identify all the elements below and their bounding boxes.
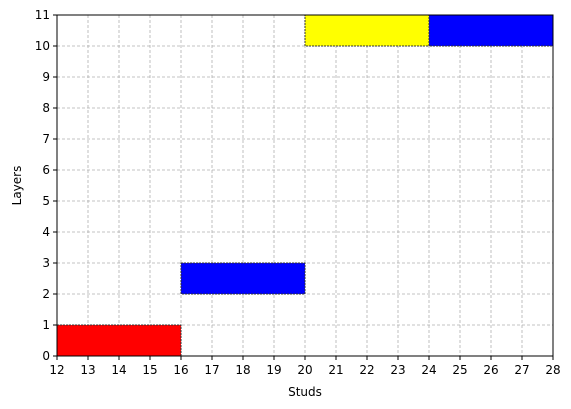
- x-axis-label: Studs: [288, 385, 322, 399]
- x-tick-label: 28: [545, 363, 560, 377]
- y-tick-label: 0: [42, 349, 50, 363]
- brick-bar: [304, 14, 430, 47]
- x-tick-label: 26: [483, 363, 498, 377]
- x-tick-label: 25: [452, 363, 467, 377]
- y-tick-label: 7: [42, 132, 50, 146]
- x-tick-label: 27: [514, 363, 529, 377]
- x-tick-label: 19: [266, 363, 281, 377]
- x-tick-label: 12: [49, 363, 64, 377]
- x-tick-label: 24: [421, 363, 436, 377]
- x-tick-label: 23: [390, 363, 405, 377]
- x-tick-label: 14: [111, 363, 126, 377]
- x-tick-label: 21: [328, 363, 343, 377]
- x-tick-label: 22: [359, 363, 374, 377]
- y-tick-label: 1: [42, 318, 50, 332]
- x-tick-label: 16: [173, 363, 188, 377]
- x-tick-label: 20: [297, 363, 312, 377]
- y-tick-label: 9: [42, 70, 50, 84]
- y-axis-label: Layers: [10, 166, 24, 206]
- x-tick-label: 18: [235, 363, 250, 377]
- x-tick-label: 17: [204, 363, 219, 377]
- y-tick-label: 6: [42, 163, 50, 177]
- brick-bar: [180, 262, 306, 295]
- brick-bar: [56, 324, 182, 357]
- y-tick-label: 8: [42, 101, 50, 115]
- y-tick-label: 3: [42, 256, 50, 270]
- y-tick-label: 5: [42, 194, 50, 208]
- x-tick-label: 15: [142, 363, 157, 377]
- brick-bar: [428, 14, 554, 47]
- bricks-layer: [56, 14, 554, 357]
- ticks-layer: 12 13 14 15 16 17 18 19 20 21 22 23 24 25 26 27 28012345…: [35, 8, 561, 377]
- y-tick-label: 11: [35, 8, 50, 22]
- grid-layer: [56, 14, 554, 357]
- y-tick-label: 4: [42, 225, 50, 239]
- y-tick-label: 10: [35, 39, 50, 53]
- x-tick-label: 13: [80, 363, 95, 377]
- y-tick-label: 2: [42, 287, 50, 301]
